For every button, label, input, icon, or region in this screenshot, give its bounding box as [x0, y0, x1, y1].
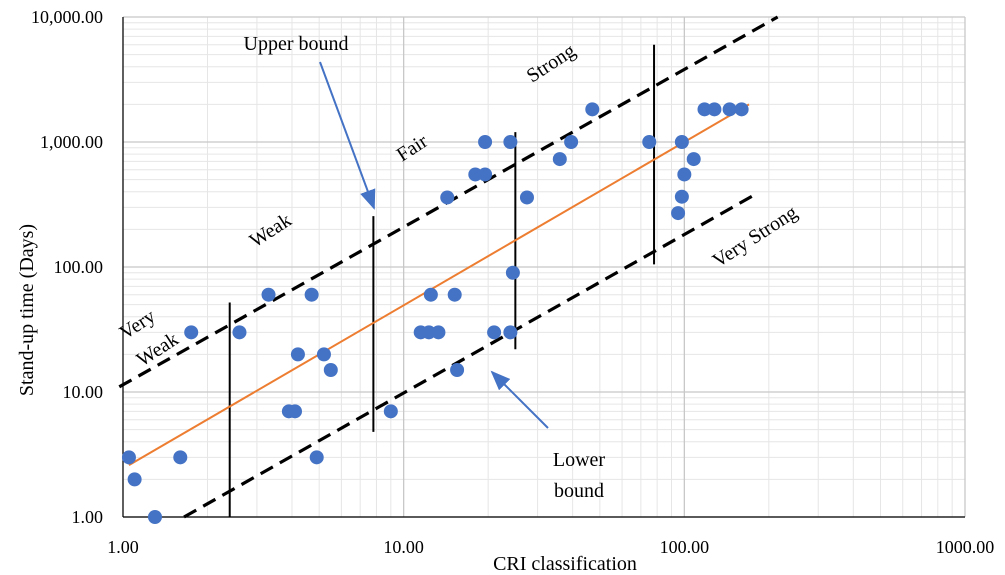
data-point: [487, 325, 502, 340]
x-tick-label: 10.00: [383, 537, 424, 557]
axes: [122, 17, 965, 518]
data-point: [173, 450, 188, 465]
data-point: [642, 135, 657, 149]
data-point: [671, 206, 686, 221]
band-label-very: Very: [116, 305, 160, 344]
data-points: [121, 102, 749, 524]
y-tick-label: 10,000.00: [31, 7, 103, 27]
data-point: [707, 102, 722, 117]
data-point: [552, 152, 567, 167]
data-point: [316, 347, 331, 362]
data-point: [431, 325, 446, 340]
data-point: [722, 102, 737, 117]
trendline: [128, 103, 750, 466]
data-point: [232, 325, 247, 340]
x-tick-label: 1.00: [107, 537, 139, 557]
lower-bound-label-line2: bound: [554, 480, 604, 502]
lower-bound-arrow: [490, 370, 549, 429]
x-tick-label: 1000.00: [936, 537, 995, 557]
data-point: [674, 189, 689, 204]
data-point: [450, 362, 465, 377]
data-point: [127, 472, 142, 487]
data-point: [519, 190, 534, 205]
data-point: [184, 325, 199, 340]
data-point: [478, 135, 493, 149]
upper-bound-label: Upper bound: [244, 33, 349, 55]
y-tick-label: 1.00: [72, 507, 104, 527]
data-point: [503, 325, 518, 340]
data-point: [383, 404, 398, 419]
band-label-strong: Strong: [523, 40, 580, 88]
upper-bound-arrow: [319, 61, 376, 210]
data-point: [505, 265, 520, 280]
data-point: [261, 287, 276, 302]
data-point: [734, 102, 749, 117]
y-tick-label: 1,000.00: [40, 132, 103, 152]
data-point: [478, 167, 493, 182]
y-axis-title: Stand-up time (Days): [16, 224, 38, 396]
band-label-weak: Weak: [246, 209, 296, 252]
band-label-fair: Fair: [393, 130, 432, 166]
data-point: [423, 287, 438, 302]
data-point: [323, 362, 338, 377]
gridlines: [122, 16, 966, 518]
data-point: [564, 135, 579, 149]
data-point: [677, 167, 692, 182]
data-point: [287, 404, 302, 419]
data-point: [440, 190, 455, 205]
data-point: [309, 450, 324, 465]
data-point: [468, 167, 483, 182]
data-point: [503, 135, 518, 149]
data-point: [121, 450, 136, 465]
data-point: [585, 102, 600, 117]
data-point: [290, 347, 305, 362]
x-tick-label: 100.00: [660, 537, 710, 557]
data-point: [674, 135, 689, 149]
annotation-arrows: [319, 61, 549, 429]
data-point: [147, 510, 162, 524]
trendline-layer: [128, 103, 750, 466]
lower-bound-label-line1: Lower: [553, 449, 606, 471]
data-point: [697, 102, 712, 117]
data-point: [447, 287, 462, 302]
y-tick-label: 100.00: [54, 257, 104, 277]
data-point: [686, 152, 701, 167]
tick-labels: 1.00 10.00 100.00 1000.00 1.00 10.00 100.00 1,0…: [31, 7, 994, 557]
x-axis-title: CRI classification: [493, 553, 637, 575]
y-tick-label: 10.00: [63, 382, 104, 402]
data-point: [304, 287, 319, 302]
